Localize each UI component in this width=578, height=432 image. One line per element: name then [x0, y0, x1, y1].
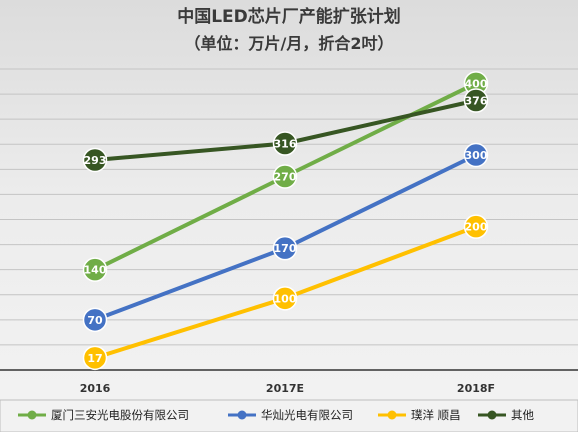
- data-point: [272, 164, 298, 189]
- data-label: 300: [465, 149, 488, 162]
- legend-label: 华灿光电有限公司: [261, 408, 353, 422]
- chart-subtitle: （单位：万片/月，折合2吋）: [185, 34, 394, 53]
- legend-marker: [487, 410, 497, 420]
- data-label: 100: [274, 292, 297, 305]
- legend-marker: [387, 410, 397, 420]
- data-label: 400: [465, 77, 488, 90]
- legend-label: 璞洋 顺昌: [411, 408, 461, 422]
- data-label: 293: [84, 154, 107, 167]
- data-label: 17: [87, 352, 102, 365]
- data-points: 140 270 400 70 170 300 17 100 200 293 316 376: [82, 71, 489, 371]
- legend-item: 璞洋 顺昌: [378, 408, 461, 422]
- data-point: [82, 147, 108, 173]
- data-point: [82, 345, 108, 371]
- series-lines: [93, 81, 478, 360]
- data-point: [272, 235, 298, 261]
- data-label: 170: [274, 242, 297, 255]
- legend-item: 华灿光电有限公司: [228, 408, 353, 422]
- data-label: 70: [87, 314, 103, 327]
- data-point: [272, 286, 298, 311]
- x-tick-label: 2018F: [457, 382, 495, 395]
- legend-marker: [27, 410, 37, 420]
- data-label: 316: [274, 138, 297, 151]
- data-label: 376: [465, 95, 488, 108]
- data-point: [463, 142, 489, 168]
- data-point: [463, 214, 489, 239]
- data-point: [82, 307, 108, 333]
- chart-title: 中国LED芯片厂产能扩张计划: [177, 6, 401, 27]
- legend-marker: [237, 410, 247, 420]
- data-point: [272, 131, 298, 156]
- data-label: 140: [84, 264, 107, 277]
- data-label: 200: [465, 221, 488, 234]
- x-axis: 2016 2017E 2018F: [80, 382, 495, 395]
- x-tick-label: 2016: [80, 382, 111, 395]
- legend-item: 厦门三安光电股份有限公司: [18, 408, 189, 422]
- legend-label: 厦门三安光电股份有限公司: [51, 408, 189, 422]
- x-tick-label: 2017E: [266, 382, 304, 395]
- data-point: [82, 257, 108, 282]
- legend-label: 其他: [511, 408, 534, 422]
- data-label: 270: [274, 171, 297, 184]
- data-point: [463, 88, 489, 113]
- legend: 厦门三安光电股份有限公司 华灿光电有限公司 璞洋 顺昌 其他: [0, 399, 578, 432]
- legend-item: 其他: [478, 408, 534, 422]
